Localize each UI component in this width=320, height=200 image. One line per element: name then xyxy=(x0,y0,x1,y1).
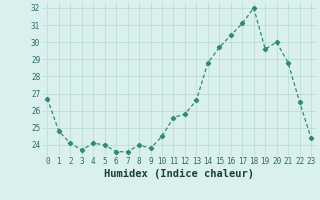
X-axis label: Humidex (Indice chaleur): Humidex (Indice chaleur) xyxy=(104,169,254,179)
